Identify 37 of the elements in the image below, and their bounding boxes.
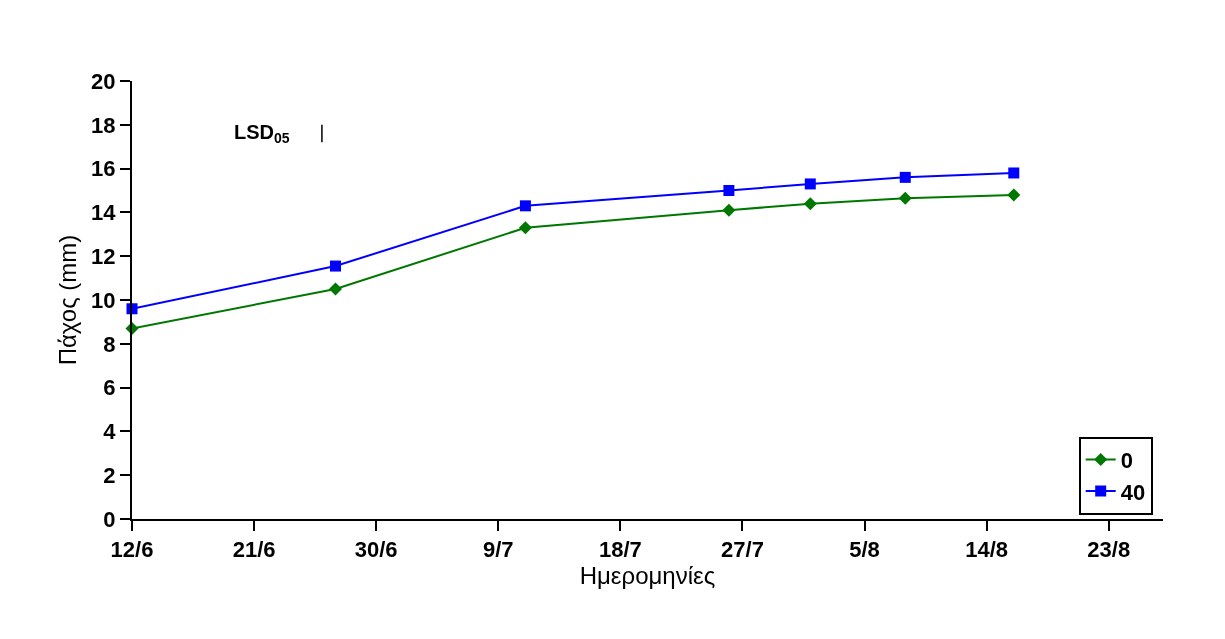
annotation: LSD$_{05}$ [234,121,290,147]
x-axis-title: Ημερομηνίες [579,562,716,590]
point [804,178,816,190]
y-tick-label: 20 [91,68,116,94]
point [899,171,911,183]
y-tick-label: 10 [91,287,116,313]
point [1007,188,1021,202]
y-tick-label: 6 [103,375,116,401]
point [1008,167,1020,179]
x-tick-label: 27/7 [721,537,764,563]
point [722,203,736,217]
point [898,191,912,205]
x-tick-label: 18/7 [598,537,642,563]
point [803,197,817,211]
y-tick-label: 8 [103,331,116,357]
x-tick-label: 5/8 [849,537,880,563]
y-tick-label: 18 [91,112,116,138]
y-tick-label: 4 [103,419,117,445]
y-tick-label: 2 [103,462,116,488]
y-tick-label: 14 [91,200,117,226]
point [328,282,342,296]
point [519,200,531,212]
y-tick-label: 12 [91,243,116,269]
point [723,185,735,196]
y-tick-label: 16 [91,156,116,182]
x-tick-label: 30/6 [354,537,398,563]
x-tick-label: 21/6 [232,537,276,563]
x-tick-label: 9/7 [482,537,514,563]
y-tick-label: 0 [103,506,116,532]
x-tick-label: 23/8 [1087,537,1131,563]
x-tick-label: 14/8 [965,537,1009,563]
y-axis-title: Πάχος (mm) [53,234,81,366]
point [329,260,341,272]
legend-label: 0 [1120,448,1133,473]
point [518,221,532,235]
legend-label: 40 [1120,479,1146,505]
x-tick-label: 12/6 [110,537,154,563]
